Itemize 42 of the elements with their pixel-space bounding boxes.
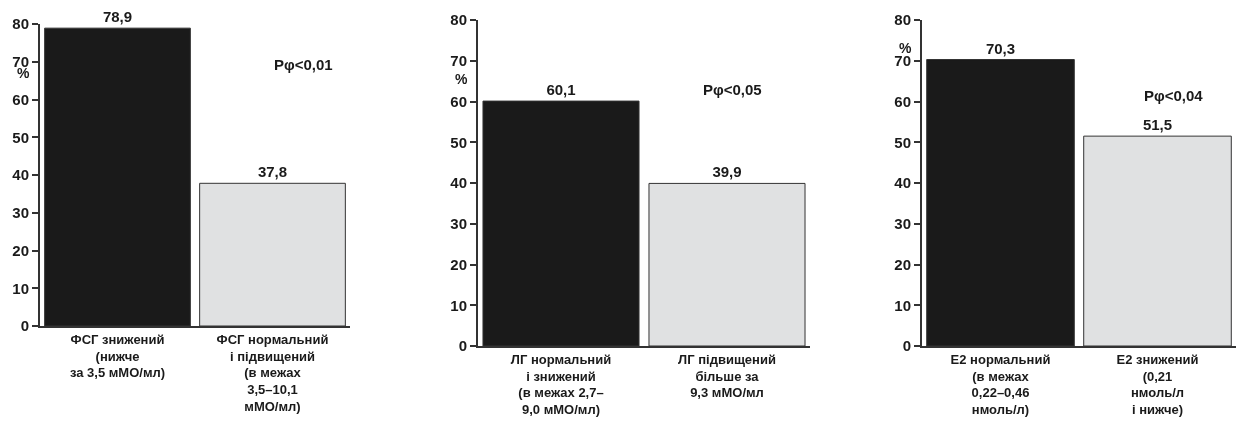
y-tick-label: 10 xyxy=(12,279,29,297)
y-tick-label: 70 xyxy=(450,52,467,69)
y-tick-label: 30 xyxy=(12,204,29,221)
y-tick-label: 60 xyxy=(450,92,467,110)
y-tick-label: 80 xyxy=(450,11,467,29)
y-axis-title: % xyxy=(455,71,468,87)
y-tick-label: 0 xyxy=(458,337,467,355)
x-tick-label: E2 знижений (0,21 нмоль/л і нижче) xyxy=(1116,351,1199,418)
x-tick-label: ФСГ знижений (нижче за 3,5 мМО/мл) xyxy=(69,331,166,381)
data-label: 39,9 xyxy=(712,163,742,181)
data-label: 70,3 xyxy=(985,39,1016,57)
annotation: Pφ<0,05 xyxy=(703,81,762,98)
y-tick-label: 20 xyxy=(450,255,467,273)
annotation: Pφ<0,04 xyxy=(1144,87,1204,104)
y-tick-label: 50 xyxy=(12,128,29,146)
y-tick-label: 50 xyxy=(894,133,911,151)
y-tick-label: 0 xyxy=(902,337,911,355)
data-label: 60,1 xyxy=(546,81,576,99)
data-label: 37,8 xyxy=(257,163,288,181)
y-tick-label: 60 xyxy=(894,92,911,110)
y-tick-label: 40 xyxy=(450,174,467,192)
x-tick-label: ФСГ нормальний і підвищений (в межах 3,5–10,1 мМО/мл) xyxy=(216,331,329,415)
x-tick-label: ЛГ підвищений більше за 9,3 мМО/мл xyxy=(678,351,776,401)
x-tick-label: ЛГ нормальний і знижений (в межах 2,7– 9,0 мМО/мл) xyxy=(510,351,612,418)
y-tick-label: 20 xyxy=(12,241,29,259)
annotation: Pφ<0,01 xyxy=(274,56,333,73)
y-tick-label: 60 xyxy=(12,90,29,108)
data-label: 78,9 xyxy=(102,8,133,26)
y-tick-label: 80 xyxy=(894,11,911,29)
y-tick-label: 20 xyxy=(894,255,911,273)
y-tick-label: 40 xyxy=(894,174,911,192)
data-label: 51,5 xyxy=(1142,116,1173,134)
y-tick-label: 80 xyxy=(12,15,29,33)
x-tick-label: E2 нормальний (в межах 0,22–0,46 нмоль/л) xyxy=(950,351,1051,418)
y-tick-label: 0 xyxy=(20,317,29,335)
y-tick-label: 50 xyxy=(450,133,467,151)
y-tick-label: 30 xyxy=(450,215,467,232)
y-tick-label: 70 xyxy=(12,53,29,70)
y-tick-label: 10 xyxy=(894,296,911,314)
y-tick-label: 30 xyxy=(894,215,911,232)
y-tick-label: 10 xyxy=(450,296,467,314)
y-tick-label: 40 xyxy=(12,166,29,184)
